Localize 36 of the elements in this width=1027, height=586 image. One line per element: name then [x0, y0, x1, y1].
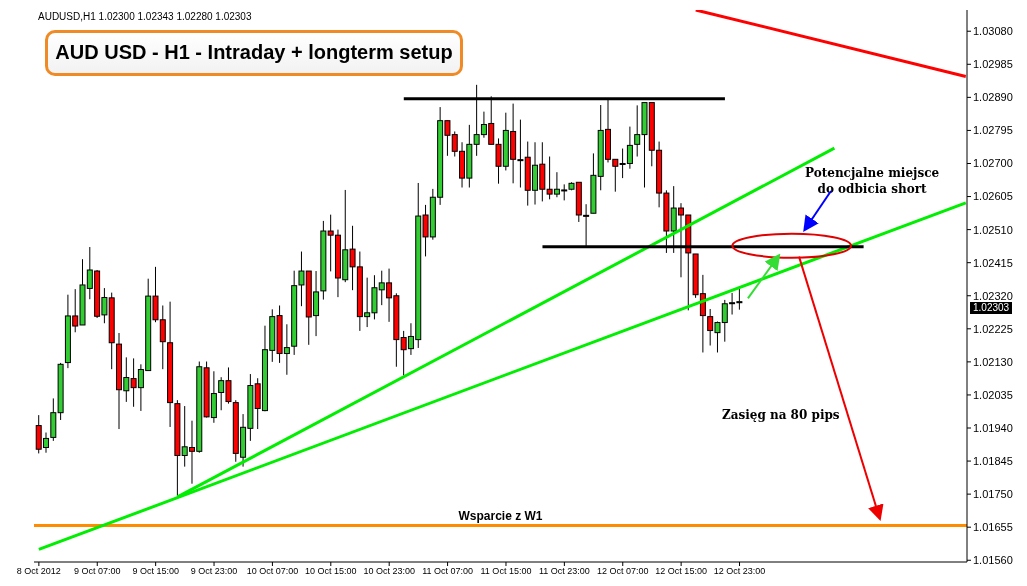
y-tick-label: 1.01655 [973, 521, 1013, 534]
y-tick-label: 1.02415 [973, 256, 1013, 269]
y-tick-label: 1.02700 [973, 157, 1013, 170]
y-tick-label: 1.02985 [973, 58, 1013, 71]
x-tick-label: 11 Oct 07:00 [422, 566, 474, 577]
x-tick-label: 9 Oct 15:00 [132, 566, 179, 577]
y-tick-label: 1.02035 [973, 388, 1013, 401]
y-tick-label: 1.02890 [973, 91, 1013, 104]
x-tick-label: 10 Oct 15:00 [305, 566, 357, 577]
y-tick-label: 1.02320 [973, 289, 1013, 302]
y-tick-label: 1.01750 [973, 488, 1013, 501]
x-tick-label: 12 Oct 23:00 [713, 566, 766, 577]
y-tick-label: 1.03080 [973, 25, 1013, 38]
text: AUD USD - H1 - Intraday + longterm setup [44, 29, 464, 76]
x-tick-label: 12 Oct 07:00 [596, 566, 649, 577]
y-tick-label: 1.01940 [973, 421, 1013, 434]
y-tick-label: 1.02225 [973, 322, 1013, 335]
x-tick-label: 10 Oct 07:00 [246, 566, 299, 577]
y-tick-label: 1.01560 [973, 554, 1013, 567]
text: 1.02303 [970, 301, 1013, 314]
x-tick-label: 11 Oct 15:00 [480, 566, 532, 577]
x-tick-label: 11 Oct 23:00 [538, 566, 590, 577]
x-tick-label: 12 Oct 15:00 [655, 566, 707, 577]
y-tick-label: 1.02510 [973, 223, 1013, 236]
y-tick-label: 1.02130 [973, 355, 1013, 368]
chart-subtitle: AUDUSD,H1 1.02300 1.02343 1.02280 1.02303 [38, 11, 252, 22]
annotation: Zasięg na 80 pips [720, 406, 841, 423]
x-tick-label: 9 Oct 07:00 [73, 566, 121, 577]
annotation: Potencjalne miejsce do odbicia short [804, 165, 941, 198]
y-tick-label: 1.02605 [973, 190, 1013, 203]
x-tick-label: 8 Oct 2012 [16, 566, 61, 577]
x-tick-label: 10 Oct 23:00 [363, 566, 415, 577]
ref-line-label: Wsparcie z W1 [458, 509, 543, 524]
x-tick-label: 9 Oct 23:00 [190, 566, 238, 577]
y-tick-label: 1.01845 [973, 454, 1013, 467]
y-tick-label: 1.02795 [973, 124, 1013, 137]
